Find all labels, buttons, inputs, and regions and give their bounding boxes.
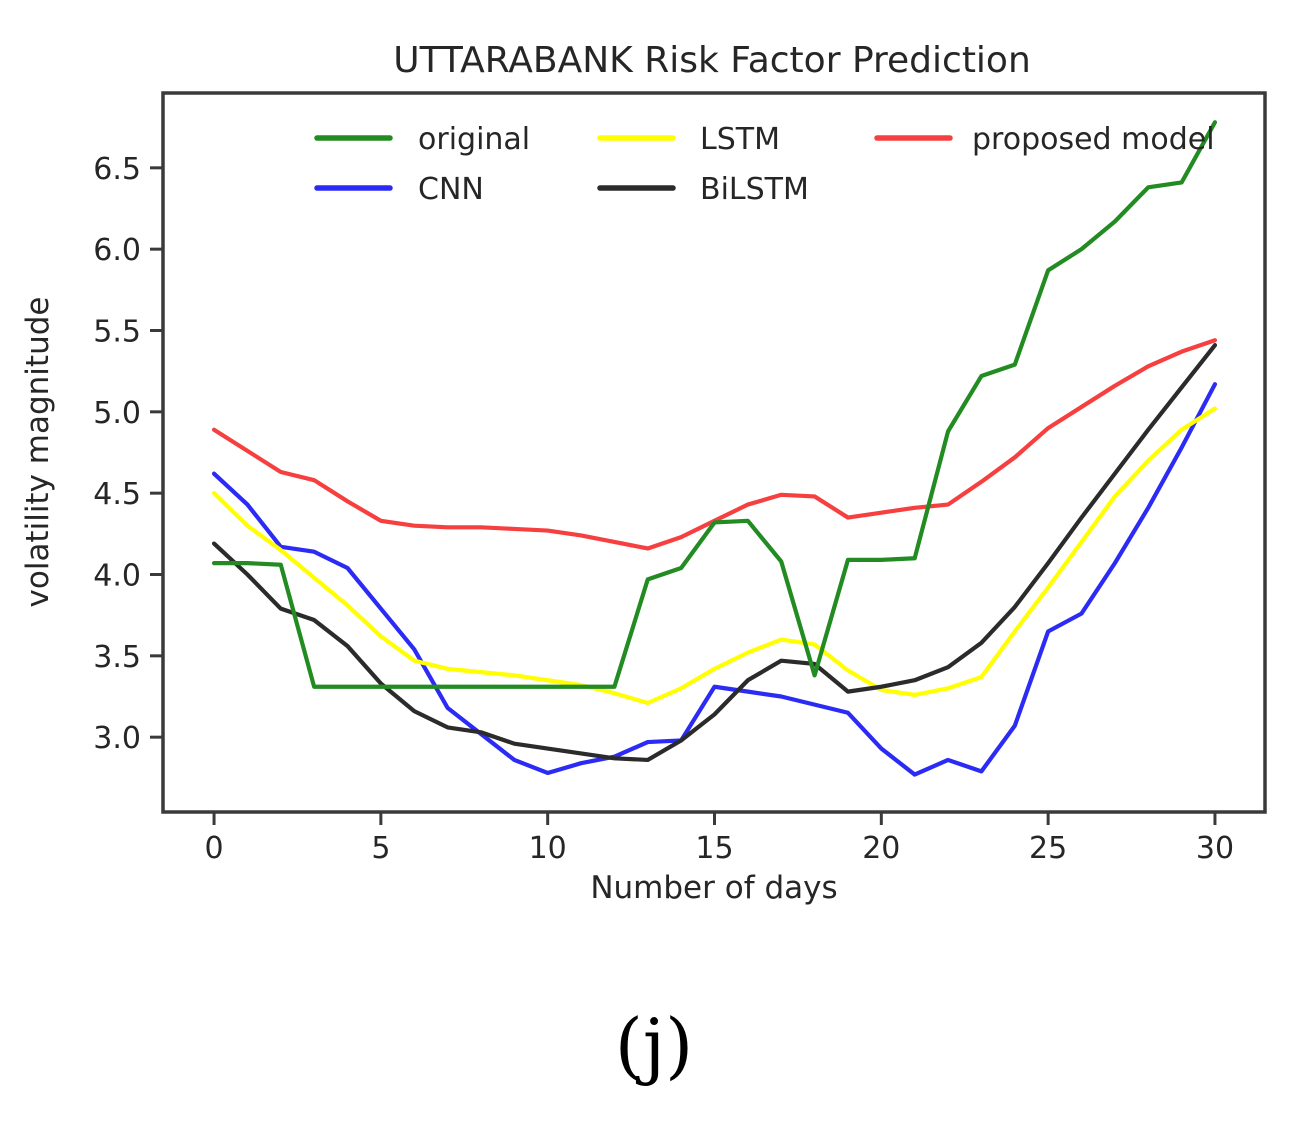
x-tick-label: 10 — [529, 831, 567, 866]
chart-title: UTTARABANK Risk Factor Prediction — [393, 40, 1031, 81]
y-tick-label: 4.0 — [93, 559, 141, 594]
y-tick-label: 6.5 — [93, 152, 141, 187]
y-tick-label: 5.0 — [93, 396, 141, 431]
legend-label-proposed-model: proposed model — [972, 122, 1215, 157]
x-axis-label: Number of days — [590, 870, 837, 906]
x-tick-label: 5 — [371, 831, 390, 866]
x-tick-label: 15 — [695, 831, 733, 866]
plot-frame — [161, 91, 1267, 814]
series-lines — [211, 120, 1218, 777]
y-tick-label: 5.5 — [93, 314, 141, 349]
series-line-bilstm — [211, 343, 1218, 763]
x-tick-label: 20 — [862, 831, 900, 866]
series-line-original — [211, 120, 1218, 689]
series-line-cnn — [211, 382, 1218, 777]
y-tick-label: 6.0 — [93, 233, 141, 268]
legend: original CNN LSTM BiLSTM proposed model — [314, 122, 1215, 207]
y-axis-ticks: 3.0 3.5 4.0 4.5 5.0 5.5 6.0 6.5 — [93, 152, 163, 756]
y-axis-label: volatility magnitude — [20, 297, 56, 608]
y-tick-label: 4.5 — [93, 477, 141, 512]
line-chart: UTTARABANK Risk Factor Prediction volati… — [20, 40, 1267, 906]
x-axis-ticks: 0 5 10 15 20 25 30 — [204, 812, 1234, 866]
x-tick-label: 25 — [1029, 831, 1067, 866]
x-tick-label: 30 — [1196, 831, 1234, 866]
series-line-proposed-model — [211, 338, 1218, 551]
y-tick-label: 3.0 — [93, 721, 141, 756]
legend-label-lstm: LSTM — [700, 122, 780, 157]
legend-label-original: original — [418, 122, 530, 157]
y-tick-label: 3.5 — [93, 640, 141, 675]
series-line-lstm — [211, 406, 1218, 706]
figure-caption: (j) — [614, 1003, 694, 1087]
legend-label-cnn: CNN — [418, 172, 484, 207]
x-tick-label: 0 — [204, 831, 223, 866]
legend-label-bilstm: BiLSTM — [700, 172, 809, 207]
